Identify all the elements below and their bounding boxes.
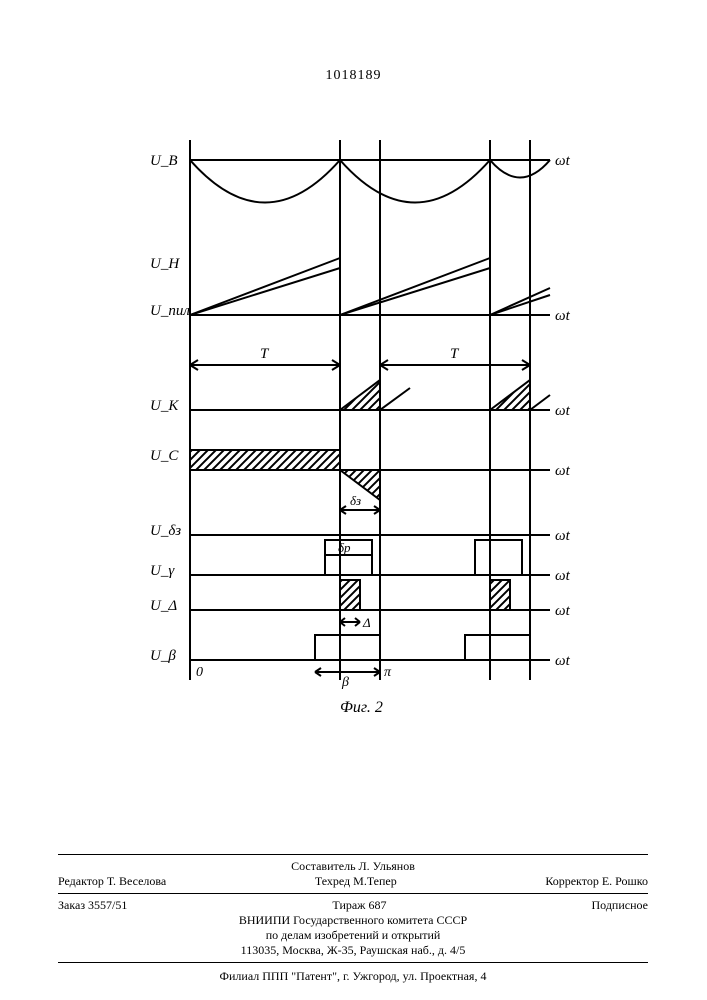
svg-text:U_Δ: U_Δ [150,598,177,614]
footer-block: Составитель Л. Ульянов Редактор Т. Весел… [58,850,648,984]
patent-number: 1018189 [0,68,707,84]
period-markers: T T [190,346,530,372]
svg-text:ωt: ωt [555,653,571,669]
figure-caption: Фиг. 2 [340,699,383,716]
svg-text:δз: δз [350,493,361,508]
circulation: Тираж 687 [332,898,386,913]
org-line-1: ВНИИПИ Государственного комитета СССР [58,913,648,928]
order-num: Заказ 3557/51 [58,898,127,913]
svg-text:ωt: ωt [555,568,571,584]
svg-text:U_δз: U_δз [150,523,181,539]
trace-u-gamma: U_γ ωt δp [150,540,571,584]
svg-text:ωt: ωt [555,528,571,544]
svg-text:T: T [450,346,460,362]
svg-text:U_β: U_β [150,648,176,664]
trace-u-delta: U_Δ ωt Δ [150,580,571,630]
svg-text:ωt: ωt [555,463,571,479]
svg-text:β: β [341,675,349,690]
trace-u-k: U_К ωt [150,380,571,419]
editor: Редактор Т. Веселова [58,874,166,889]
page: 1018189 U_В ωt U_Н [0,0,707,1000]
trace-u-n: U_Н U_пил ωt [150,256,571,324]
subscription: Подписное [592,898,649,913]
svg-text:Δ: Δ [362,615,371,630]
svg-text:δp: δp [338,540,351,555]
branch-line: Филиал ППП "Патент", г. Ужгород, ул. Про… [58,969,648,984]
svg-text:U_γ: U_γ [150,563,175,579]
svg-text:ωt: ωt [555,308,571,324]
svg-text:0: 0 [196,665,203,680]
org-line-3: 113035, Москва, Ж-35, Раушская наб., д. … [58,943,648,958]
tech-editor: Техред М.Тепер [315,874,397,889]
svg-text:U_В: U_В [150,153,178,169]
svg-text:U_К: U_К [150,398,179,414]
composer: Составитель Л. Ульянов [291,859,415,873]
svg-text:ωt: ωt [555,403,571,419]
svg-text:π: π [384,665,392,680]
svg-text:ωt: ωt [555,153,571,169]
svg-text:U_С: U_С [150,448,179,464]
org-line-2: по делам изобретений и открытий [58,928,648,943]
svg-text:ωt: ωt [555,603,571,619]
timing-diagram: U_В ωt U_Н U_пил ωt [150,140,580,730]
corrector: Корректор Е. Рошко [545,874,648,889]
trace-u-beta: U_β ωt β 0 π [150,635,571,690]
trace-u-c: U_С ωt δз [150,448,571,514]
svg-text:U_пил: U_пил [150,303,190,319]
svg-text:T: T [260,346,270,362]
trace-u-v: U_В ωt [150,153,571,203]
svg-text:U_Н: U_Н [150,256,180,272]
